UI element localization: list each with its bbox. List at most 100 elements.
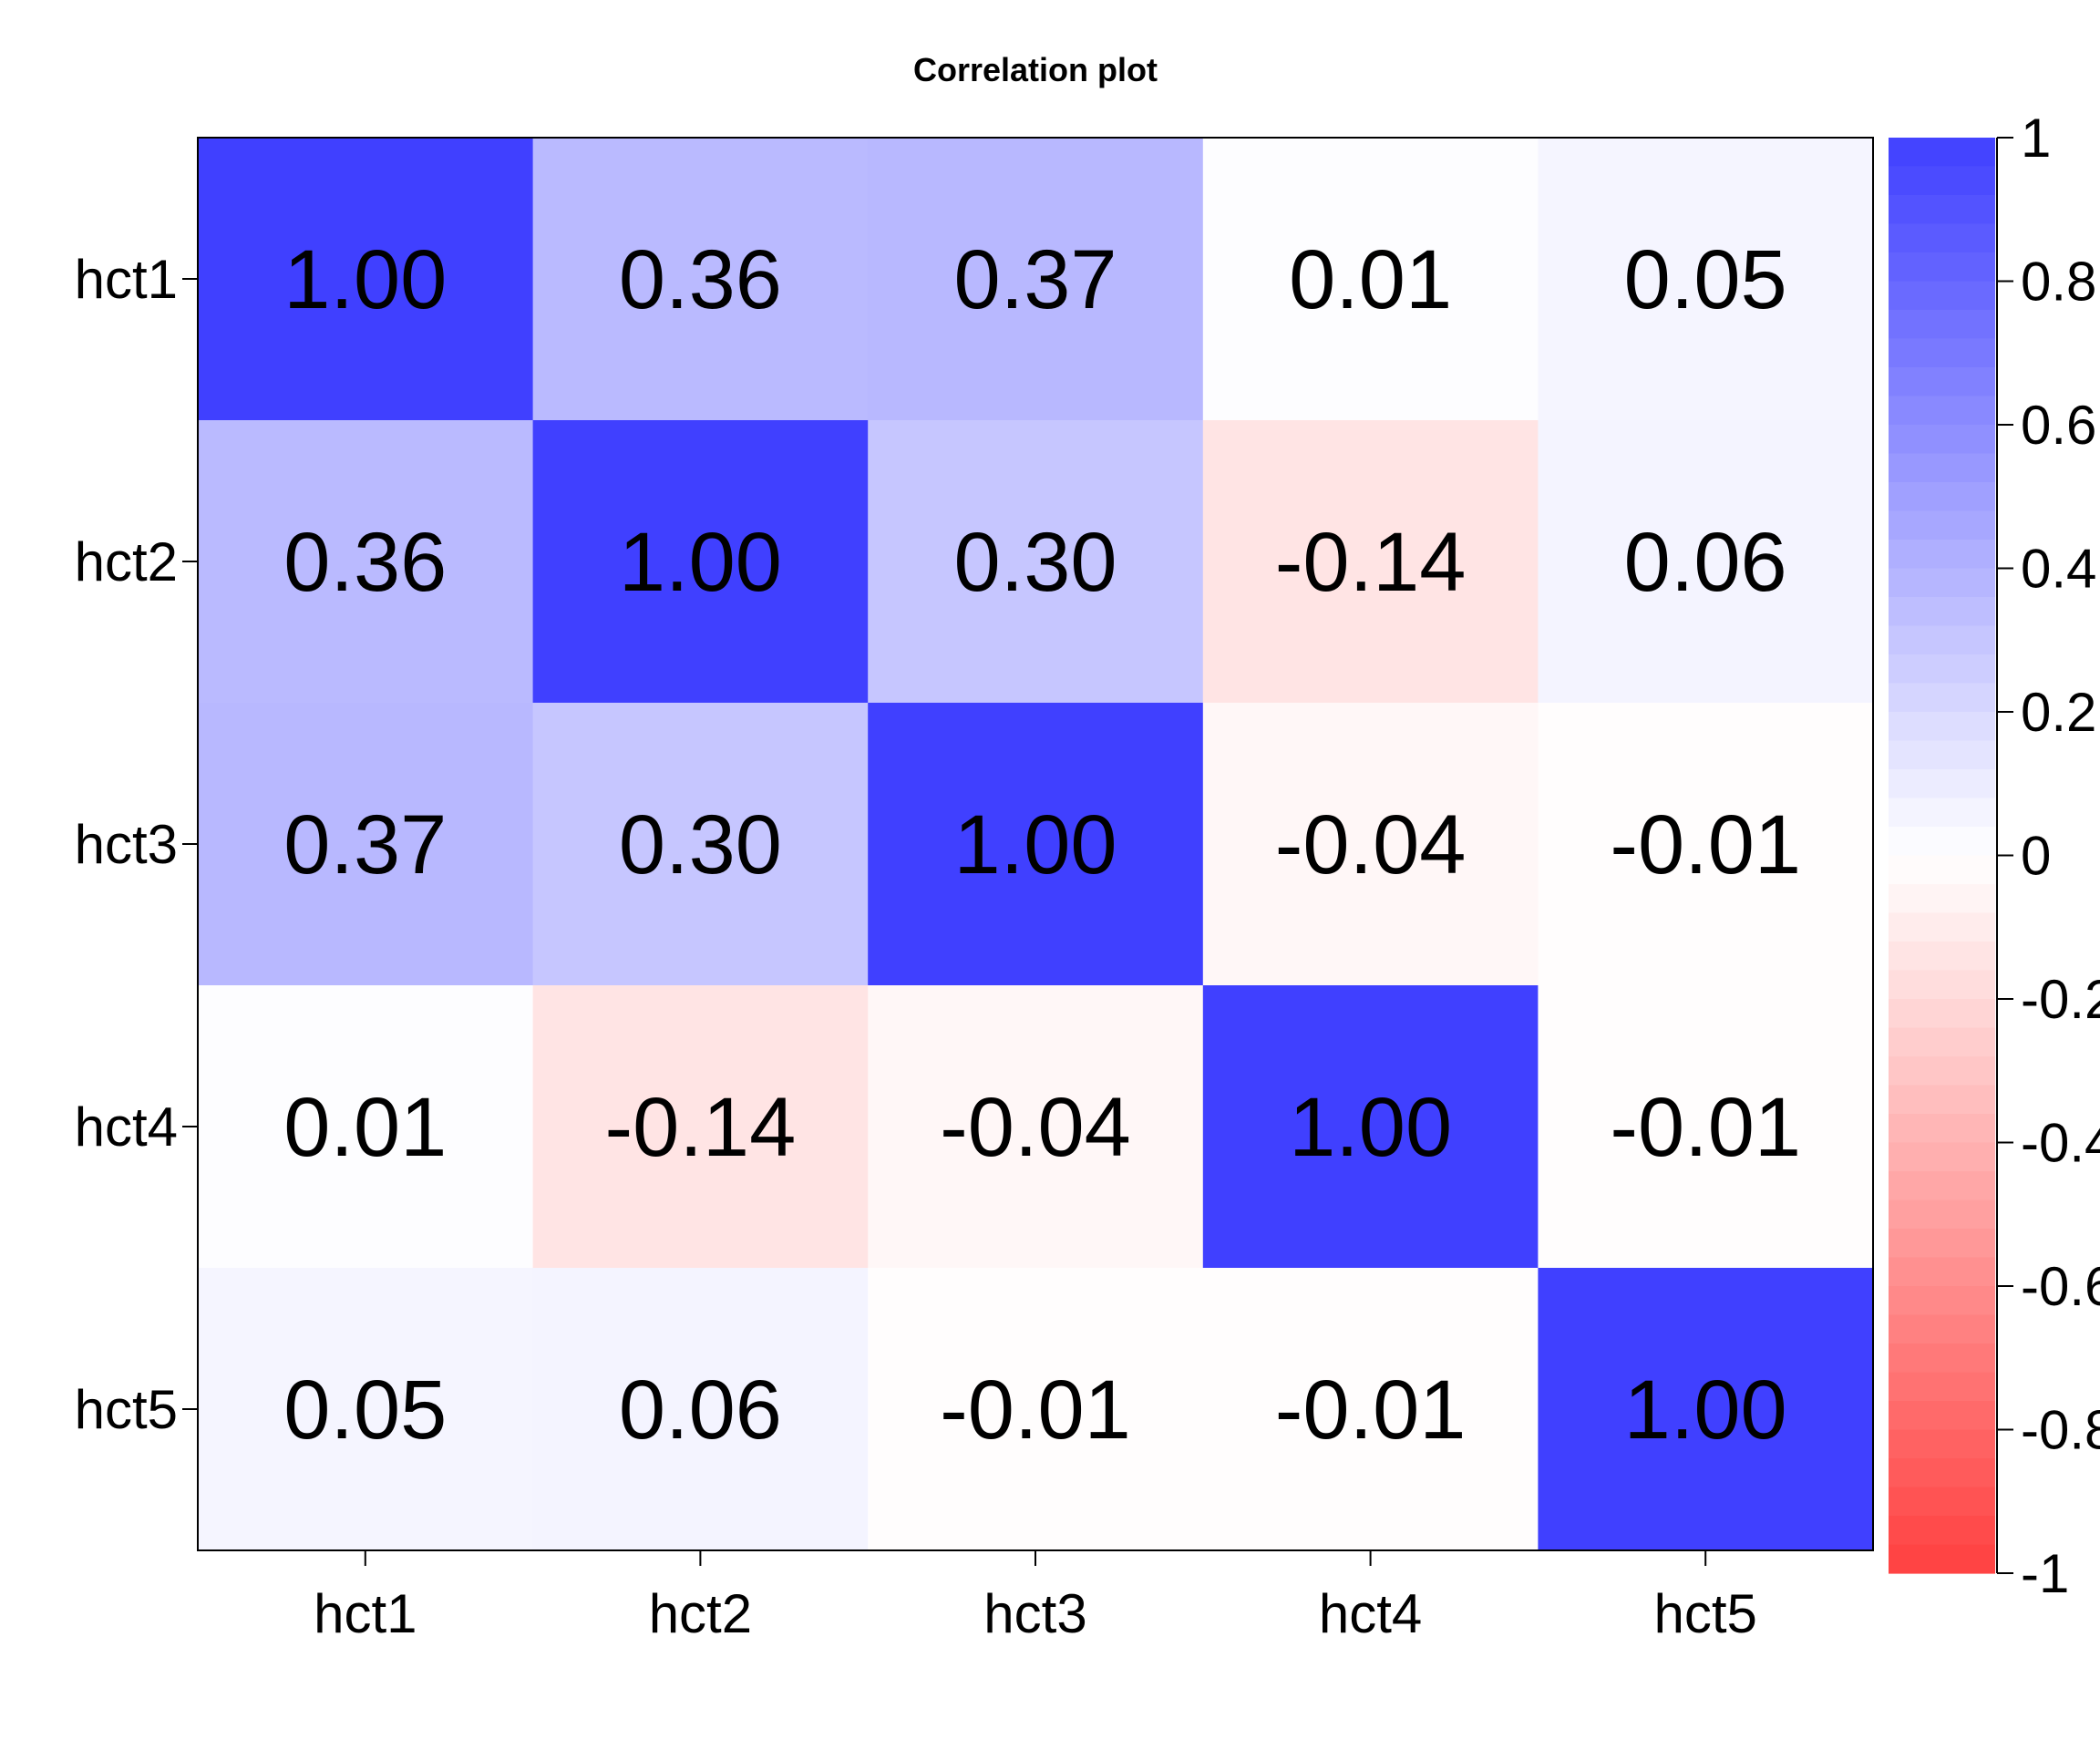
- colorbar-swatch: [1889, 1314, 1995, 1344]
- heatmap-cell: [198, 985, 534, 1269]
- colorbar-tick-label: 0.2: [2021, 682, 2096, 743]
- cell-value-label: 0.01: [1289, 233, 1452, 326]
- colorbar-swatch: [1889, 281, 1995, 311]
- y-tick-label: hct2: [75, 531, 178, 592]
- colorbar-swatch: [1889, 1199, 1995, 1230]
- x-tick-label: hct4: [1319, 1583, 1422, 1644]
- heatmap-cell: [868, 703, 1204, 986]
- y-tick-label: hct3: [75, 814, 178, 875]
- heatmap-cell: [532, 138, 869, 421]
- colorbar-swatch: [1889, 1429, 1995, 1459]
- colorbar-swatch: [1889, 1027, 1995, 1057]
- colorbar-swatch: [1889, 827, 1995, 857]
- cell-value-label: 0.37: [953, 233, 1117, 326]
- colorbar-swatch: [1889, 1085, 1995, 1115]
- colorbar-swatch: [1889, 1257, 1995, 1287]
- colorbar-swatch: [1889, 912, 1995, 942]
- color-legend: 1 0.8 0.6 0.4 0.2 0 -0.2 -0.4 -0.6 -0.8 -1: [1889, 108, 2100, 1604]
- colorbar-swatch: [1889, 166, 1995, 196]
- heatmap-cell: [1538, 985, 1874, 1269]
- cell-value-label: 0.36: [619, 233, 782, 326]
- colorbar-tick-label: 0.4: [2021, 539, 2096, 600]
- cell-value-label: 0.30: [619, 798, 782, 891]
- heatmap-cell: [1538, 138, 1874, 421]
- heatmap-cell: [1538, 420, 1874, 704]
- heatmap-cell: [198, 138, 534, 421]
- x-tick-label: hct2: [649, 1583, 752, 1644]
- colorbar-swatch: [1889, 798, 1995, 828]
- heatmap-cell: [1538, 703, 1874, 986]
- colorbar-swatch: [1889, 425, 1995, 455]
- colorbar-swatch: [1889, 1229, 1995, 1259]
- heatmap-cell: [868, 985, 1204, 1269]
- heatmap-cells: 1.00 0.36 0.37 0.01 0.05 0.36 1.00 0.30 -0.14 0.0…: [198, 138, 1874, 1551]
- colorbar-swatch: [1889, 884, 1995, 914]
- colorbar-tick-label: -0.6: [2021, 1256, 2100, 1317]
- x-tick-label: hct1: [314, 1583, 417, 1644]
- colorbar-tick-label: -0.2: [2021, 969, 2100, 1030]
- cell-value-label: 0.06: [1624, 516, 1787, 609]
- colorbar-swatch: [1889, 1056, 1995, 1086]
- colorbar-swatch: [1889, 367, 1995, 397]
- colorbar-tick-label: 0.6: [2021, 395, 2096, 456]
- colorbar-swatch: [1889, 195, 1995, 225]
- heatmap-cell: [868, 1268, 1204, 1551]
- colorbar-tick-label: 0: [2021, 826, 2051, 887]
- colorbar-swatch: [1889, 310, 1995, 340]
- colorbar-swatch: [1889, 396, 1995, 426]
- heatmap-cell: [532, 1268, 869, 1551]
- colorbar-swatch: [1889, 740, 1995, 770]
- heatmap-cell: [1538, 1268, 1874, 1551]
- heatmap-cell: [1202, 985, 1539, 1269]
- heatmap-cell: [198, 420, 534, 704]
- heatmap-cell: [1202, 138, 1539, 421]
- cell-value-label: 0.05: [283, 1364, 447, 1457]
- y-axis: hct1 hct2 hct3 hct4 hct5: [75, 249, 198, 1440]
- colorbar-swatch: [1889, 625, 1995, 655]
- colorbar-swatch: [1889, 769, 1995, 799]
- colorbar-swatch: [1889, 510, 1995, 540]
- colorbar-swatch: [1889, 1114, 1995, 1144]
- colorbar-swatch: [1889, 1142, 1995, 1172]
- colorbar-tick-label: 0.8: [2021, 252, 2096, 313]
- colorbar-swatch: [1889, 540, 1995, 570]
- colorbar-swatch: [1889, 338, 1995, 368]
- heatmap-cell: [1202, 420, 1539, 704]
- cell-value-label: 0.30: [953, 516, 1117, 609]
- colorbar-tick-label: -0.4: [2021, 1113, 2100, 1174]
- colorbar-swatch: [1889, 1171, 1995, 1201]
- colorbar-swatch: [1889, 1544, 1995, 1574]
- colorbar-swatch: [1889, 999, 1995, 1029]
- colorbar-swatch: [1889, 1458, 1995, 1488]
- cell-value-label: -0.04: [1275, 798, 1467, 891]
- heatmap-cell: [532, 703, 869, 986]
- cell-value-label: 0.01: [283, 1081, 447, 1174]
- colorbar-swatch: [1889, 453, 1995, 483]
- colorbar-tick-label: -0.8: [2021, 1400, 2100, 1461]
- cell-value-label: -0.14: [605, 1081, 797, 1174]
- x-tick-label: hct3: [983, 1583, 1086, 1644]
- cell-value-label: -0.01: [1610, 1081, 1801, 1174]
- colorbar-swatch: [1889, 712, 1995, 742]
- y-tick-label: hct1: [75, 249, 178, 310]
- colorbar-swatch: [1889, 855, 1995, 885]
- x-tick-label: hct5: [1653, 1583, 1756, 1644]
- cell-value-label: 0.06: [619, 1364, 782, 1457]
- colorbar-swatch: [1889, 970, 1995, 1000]
- colorbar-swatch: [1889, 1516, 1995, 1546]
- cell-value-label: 0.05: [1624, 233, 1787, 326]
- colorbar-tick-label: -1: [2021, 1543, 2069, 1604]
- cell-value-label: 1.00: [953, 798, 1117, 891]
- cell-value-label: -0.01: [1275, 1364, 1467, 1457]
- colorbar-swatch: [1889, 1372, 1995, 1402]
- cell-value-label: 1.00: [283, 233, 447, 326]
- cell-value-label: 0.36: [283, 516, 447, 609]
- cell-value-label: 1.00: [619, 516, 782, 609]
- colorbar-swatch: [1889, 1401, 1995, 1431]
- colorbar-swatch: [1889, 654, 1995, 685]
- heatmap-cell: [868, 420, 1204, 704]
- chart-title: Correlation plot: [913, 51, 1158, 88]
- heatmap-cell: [1202, 1268, 1539, 1551]
- colorbar-swatch: [1889, 568, 1995, 598]
